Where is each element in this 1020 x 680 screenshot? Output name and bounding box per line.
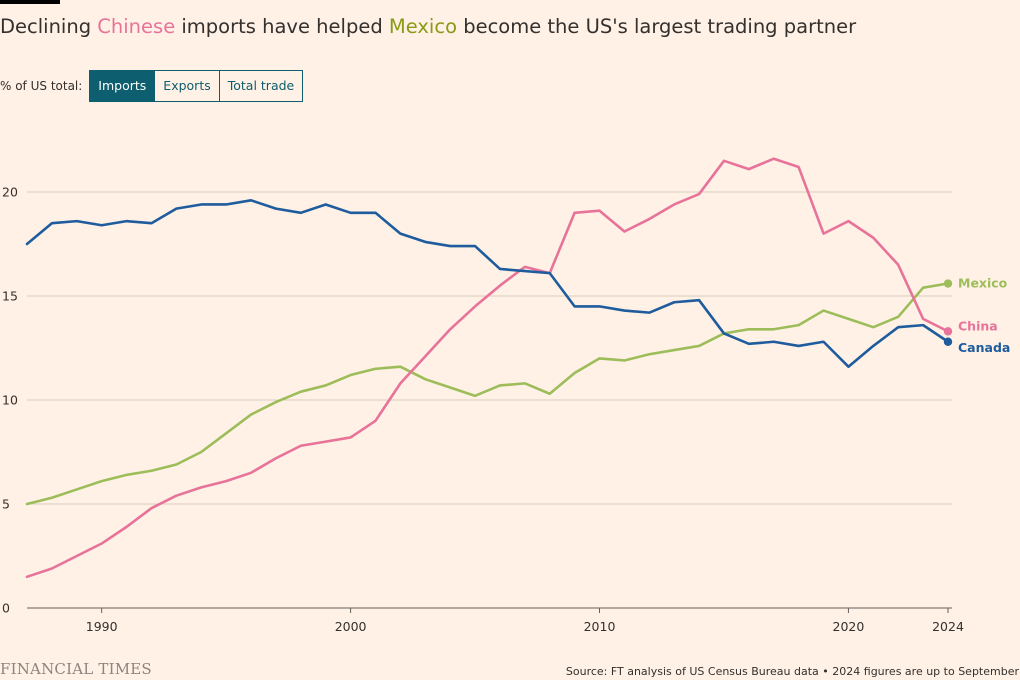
y-tick-label: 20 — [2, 185, 18, 200]
y-tick-label: 10 — [2, 393, 18, 408]
y-tick-label: 0 — [2, 601, 10, 616]
exports-button[interactable]: Exports — [154, 71, 218, 101]
title-part-middle: imports have helped — [175, 15, 389, 38]
canada-end-point — [943, 337, 953, 346]
x-tick-label: 2020 — [833, 619, 865, 634]
brand-top-bar — [0, 0, 60, 4]
mexico-series-label: Mexico — [958, 276, 1008, 291]
x-tick-label: 1990 — [86, 619, 118, 634]
china-series-line — [25, 157, 950, 579]
title-part-after: become the US's largest trading partner — [457, 15, 857, 38]
mexico-end-point — [943, 279, 953, 288]
source-note: Source: FT analysis of US Census Bureau … — [565, 665, 1019, 678]
canada-series-line — [25, 199, 950, 369]
china-end-point — [943, 327, 953, 336]
canada-series-label: Canada — [958, 340, 1010, 355]
china-series-label: China — [958, 318, 998, 333]
mexico-series-line — [25, 282, 950, 506]
measure-toggle-label: % of US total: — [0, 79, 83, 93]
x-tick-label: 2024 — [932, 619, 964, 634]
measure-segmented-control: Imports Exports Total trade — [89, 70, 304, 102]
x-tick-label: 2000 — [335, 619, 367, 634]
title-part-before: Declining — [0, 15, 98, 38]
imports-button[interactable]: Imports — [90, 71, 155, 101]
y-tick-label: 15 — [2, 289, 18, 304]
total-trade-button[interactable]: Total trade — [218, 71, 303, 101]
measure-toggle: % of US total: Imports Exports Total tra… — [0, 70, 304, 102]
ft-logo: FINANCIAL TIMES — [0, 660, 152, 678]
y-tick-label: 5 — [2, 497, 10, 512]
x-tick-label: 2010 — [584, 619, 616, 634]
title-highlight-mexico: Mexico — [388, 15, 457, 38]
title-highlight-china: Chinese — [97, 15, 176, 38]
chart-title: Declining Chinese imports have helped Me… — [0, 15, 856, 38]
